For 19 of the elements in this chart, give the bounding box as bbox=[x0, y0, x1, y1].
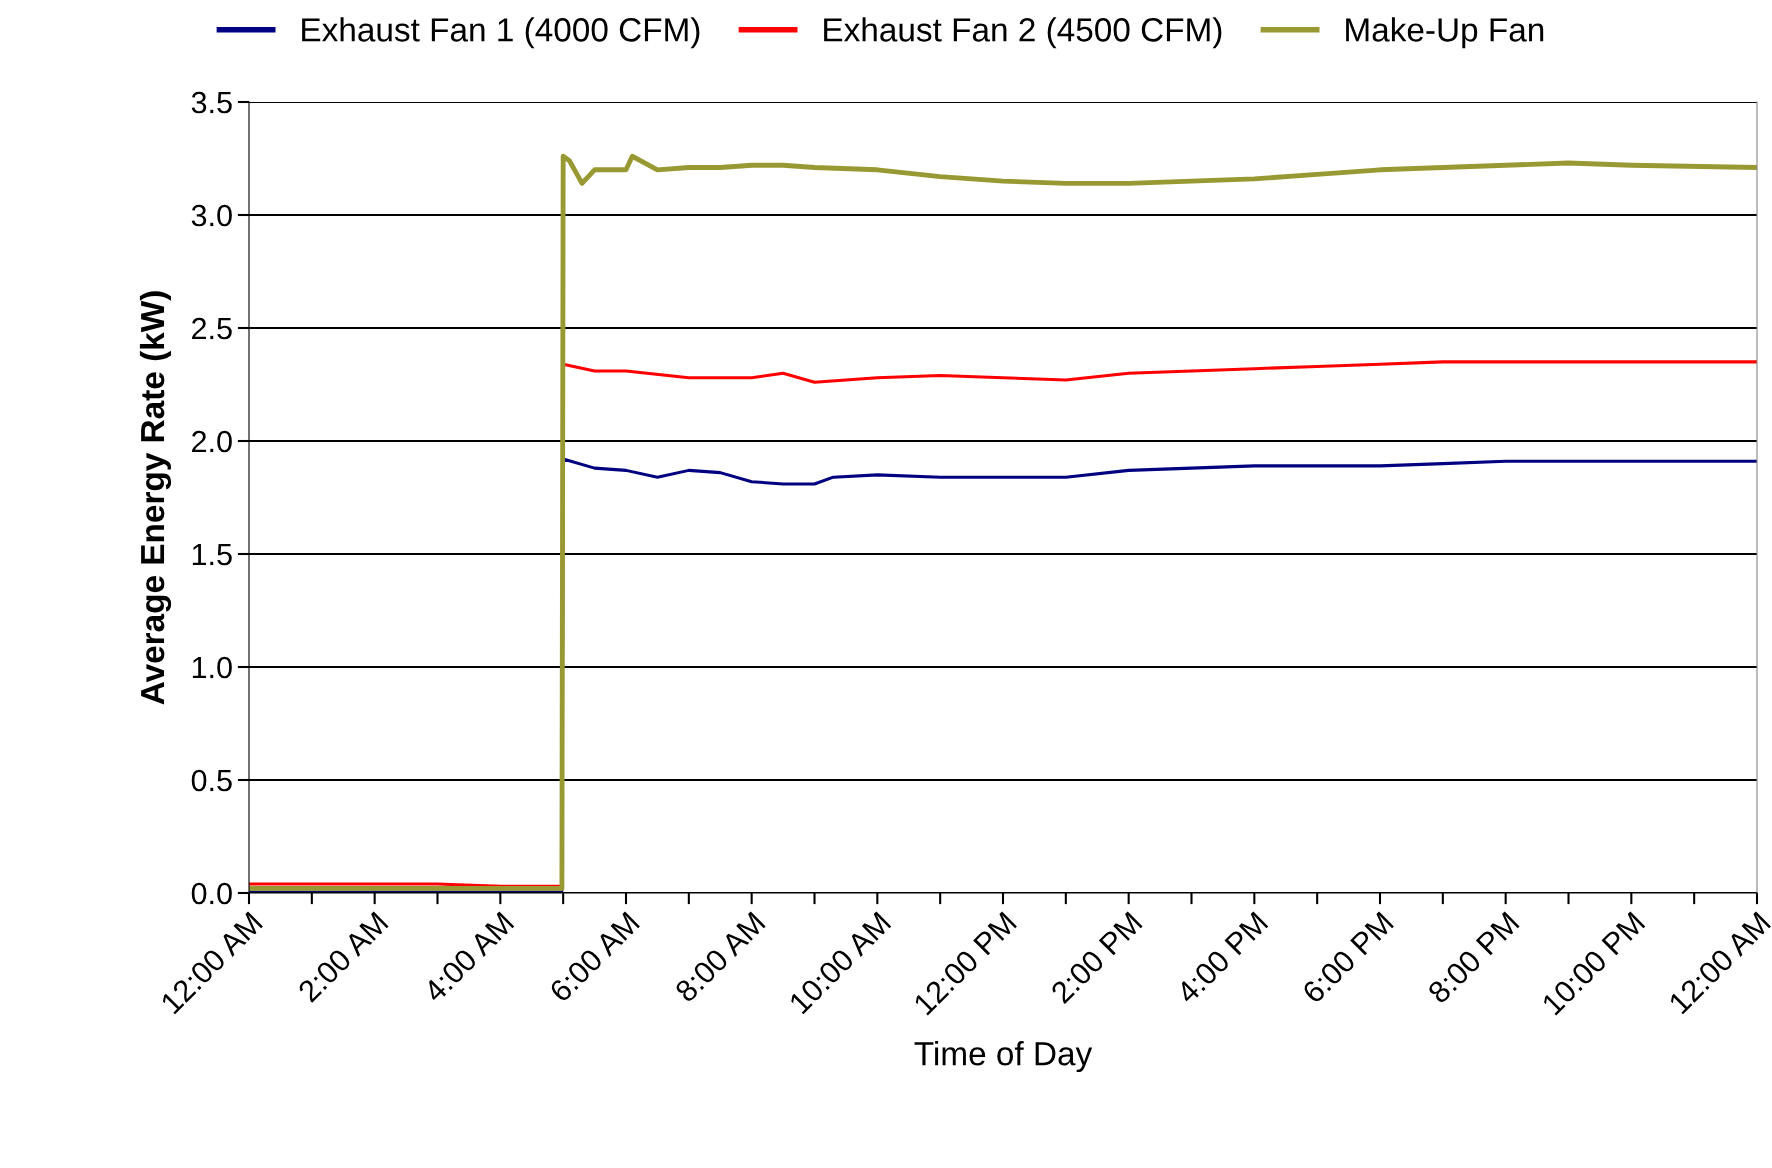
x-tick-label: 6:00 PM bbox=[1301, 911, 1395, 1005]
y-axis-title: Average Energy Rate (kW) bbox=[139, 291, 172, 705]
y-tick-label: 1.0 bbox=[192, 656, 232, 679]
y-tick-label: 3.0 bbox=[191, 204, 232, 227]
legend-label: Exhaust Fan 1 (4000 CFM) bbox=[302, 17, 700, 49]
x-tick-label: 4:00 AM bbox=[422, 911, 515, 1004]
y-tick-label: 2.0 bbox=[192, 430, 232, 453]
x-tick-label: 6:00 AM bbox=[548, 911, 641, 1004]
y-tick-label: 0.5 bbox=[191, 769, 232, 792]
legend-label: Make-Up Fan bbox=[1346, 17, 1544, 49]
legend-label: Exhaust Fan 2 (4500 CFM) bbox=[824, 17, 1222, 49]
x-tick-label: 8:00 AM bbox=[673, 911, 766, 1004]
y-tick-label: 1.5 bbox=[192, 544, 232, 566]
x-axis-title: Time of Day bbox=[914, 1041, 1093, 1073]
x-tick-label: 8:00 PM bbox=[1426, 911, 1520, 1005]
y-tick-label: 2.5 bbox=[192, 317, 232, 340]
y-tick-label: 0.0 bbox=[191, 882, 232, 905]
y-tick-label: 3.5 bbox=[191, 91, 232, 114]
x-tick-label: 4:00 PM bbox=[1174, 911, 1269, 1005]
